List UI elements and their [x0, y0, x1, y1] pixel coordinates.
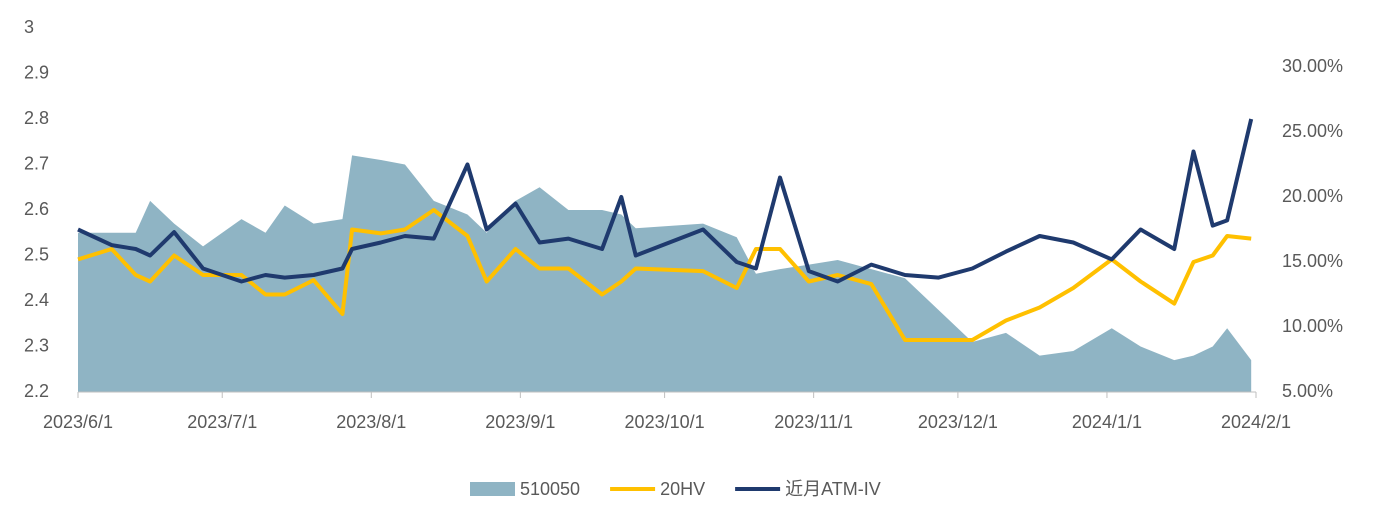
y-tick-label: 2.3	[24, 335, 49, 355]
y2-tick-label: 15.00%	[1282, 251, 1343, 271]
y2-tick-label: 5.00%	[1282, 381, 1333, 401]
y-tick-label: 2.2	[24, 381, 49, 401]
legend-label: 20HV	[660, 479, 705, 499]
x-tick-label: 2024/1/1	[1072, 412, 1142, 432]
line	[77, 118, 1254, 284]
legend-swatch	[470, 482, 515, 496]
y2-tick-label: 30.00%	[1282, 56, 1343, 76]
x-tick-label: 2023/11/1	[774, 412, 853, 432]
y-tick-label: 2.4	[24, 290, 49, 310]
x-tick-label: 2023/9/1	[485, 412, 555, 432]
y2-tick-label: 20.00%	[1282, 186, 1343, 206]
x-tick-label: 2023/7/1	[187, 412, 257, 432]
y-tick-label: 2.5	[24, 244, 49, 264]
y2-tick-label: 25.00%	[1282, 121, 1343, 141]
y-tick-label: 2.9	[24, 62, 49, 82]
area	[78, 155, 1252, 392]
x-tick-label: 2023/6/1	[43, 412, 113, 432]
legend-label: 近月ATM-IV	[785, 479, 881, 499]
y-tick-label: 2.7	[24, 153, 49, 173]
x-tick-label: 2023/10/1	[625, 412, 705, 432]
x-tick-label: 2024/2/1	[1221, 412, 1291, 432]
y2-tick-label: 10.00%	[1282, 316, 1343, 336]
x-tick-label: 2023/8/1	[336, 412, 406, 432]
y-tick-label: 2.6	[24, 199, 49, 219]
y-tick-label: 2.8	[24, 108, 49, 128]
legend-label: 510050	[520, 479, 580, 499]
line	[77, 208, 1252, 342]
x-tick-label: 2023/12/1	[918, 412, 998, 432]
y-tick-label: 3	[24, 17, 34, 37]
